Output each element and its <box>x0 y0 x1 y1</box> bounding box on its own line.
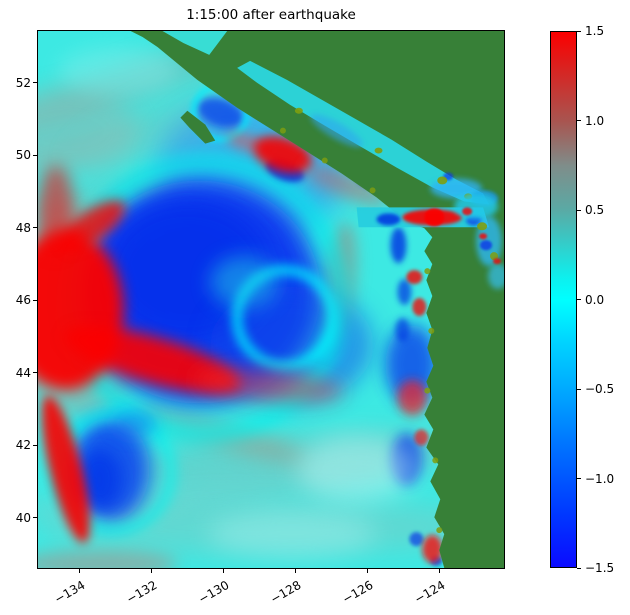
wave-blob <box>210 256 278 308</box>
wave-blob <box>436 527 443 534</box>
wave-blob <box>397 279 412 305</box>
colorbar-tick-mark <box>577 299 581 300</box>
wave-blob <box>38 165 74 256</box>
wave-blob <box>397 379 428 416</box>
y-tick-mark <box>33 444 37 446</box>
wave-blob <box>321 157 328 164</box>
wave-blob <box>310 114 363 148</box>
wave-blob <box>406 270 423 285</box>
wave-blob <box>488 263 504 290</box>
y-tick-label: 40 <box>15 510 31 525</box>
x-tick-label: −132 <box>123 577 160 607</box>
wave-blob <box>490 252 499 261</box>
y-tick-label: 48 <box>15 220 31 235</box>
wave-blob <box>369 187 376 194</box>
wave-blob <box>428 327 435 334</box>
x-tick-mark <box>79 569 81 573</box>
y-tick-label: 52 <box>15 75 31 90</box>
colorbar-tick-label: 1.0 <box>585 113 605 128</box>
wave-blob <box>493 258 502 265</box>
water-polygon <box>162 31 228 55</box>
x-tick-label: −128 <box>267 577 304 607</box>
wave-blob <box>112 410 157 437</box>
wave-blob <box>194 369 344 402</box>
colorbar-tick-mark <box>577 30 581 32</box>
colorbar-tick-label: −1.0 <box>585 471 615 486</box>
x-tick-mark <box>151 569 153 573</box>
wave-blob <box>479 233 488 240</box>
wave-ring <box>232 265 338 371</box>
x-tick-label: −130 <box>195 577 232 607</box>
wave-blob <box>38 85 138 176</box>
wave-blob <box>304 165 389 206</box>
colorbar-tick-mark <box>577 209 581 211</box>
x-tick-mark <box>367 569 369 573</box>
wave-blob <box>424 208 445 227</box>
tsunami-heatmap-canvas <box>38 31 504 568</box>
colorbar-tick-label: −1.5 <box>585 561 615 575</box>
colorbar-tick-label: −0.5 <box>585 382 615 396</box>
wave-blob <box>294 107 303 114</box>
wave-blob <box>374 147 383 154</box>
y-tick-mark <box>33 372 37 374</box>
wave-blob <box>41 395 90 543</box>
wave-blob <box>432 457 439 464</box>
colorbar-tick-mark <box>577 120 581 121</box>
x-tick-label: −126 <box>339 577 376 607</box>
wave-blob <box>296 435 417 504</box>
x-tick-label: −134 <box>51 577 88 607</box>
wave-blob <box>390 227 407 264</box>
wave-blob <box>57 46 178 95</box>
water-polygon <box>237 60 490 205</box>
y-tick-label: 46 <box>15 293 31 308</box>
wave-blob <box>412 298 427 316</box>
wave-blob <box>424 268 431 275</box>
colorbar-tick-mark <box>577 478 581 479</box>
colorbar-tick-label: 0.5 <box>585 203 605 217</box>
wave-blob <box>462 207 473 216</box>
y-tick-mark <box>33 299 37 301</box>
wave-blob <box>385 324 438 405</box>
wave-blob <box>207 510 377 559</box>
colorbar-tick-mark <box>577 388 581 390</box>
wave-blob <box>422 535 443 564</box>
wave-blob <box>60 200 125 251</box>
y-tick-label: 42 <box>15 438 31 453</box>
colorbar-tick-mark <box>577 567 581 569</box>
wave-blob <box>454 193 499 220</box>
y-tick-label: 44 <box>15 365 31 380</box>
x-tick-mark <box>223 569 225 573</box>
colorbar-tick-label: 0.0 <box>585 292 605 307</box>
wave-blob <box>395 317 410 342</box>
wave-blob <box>376 213 401 226</box>
wave-blob <box>480 240 493 251</box>
y-tick-mark <box>33 82 37 84</box>
y-tick-mark <box>33 227 37 229</box>
wave-blob <box>77 449 122 510</box>
wave-blob <box>424 387 431 394</box>
colorbar <box>550 31 577 568</box>
y-tick-label: 50 <box>15 148 31 163</box>
x-tick-mark <box>295 569 297 573</box>
colorbar-tick-label: 1.5 <box>585 24 605 38</box>
wave-blob <box>414 429 429 446</box>
x-tick-mark <box>439 569 441 573</box>
wave-blob <box>409 532 424 547</box>
wave-blob <box>38 550 178 568</box>
y-tick-mark <box>33 154 37 156</box>
wave-blob <box>437 176 448 185</box>
plot-title: 1:15:00 after earthquake <box>186 7 356 23</box>
wave-blob <box>279 127 286 134</box>
y-tick-mark <box>33 517 37 519</box>
wave-blob <box>477 222 488 231</box>
plot-area <box>37 30 505 569</box>
wave-blob <box>197 97 244 128</box>
land-polygon <box>180 110 216 144</box>
x-tick-label: −124 <box>411 577 448 607</box>
